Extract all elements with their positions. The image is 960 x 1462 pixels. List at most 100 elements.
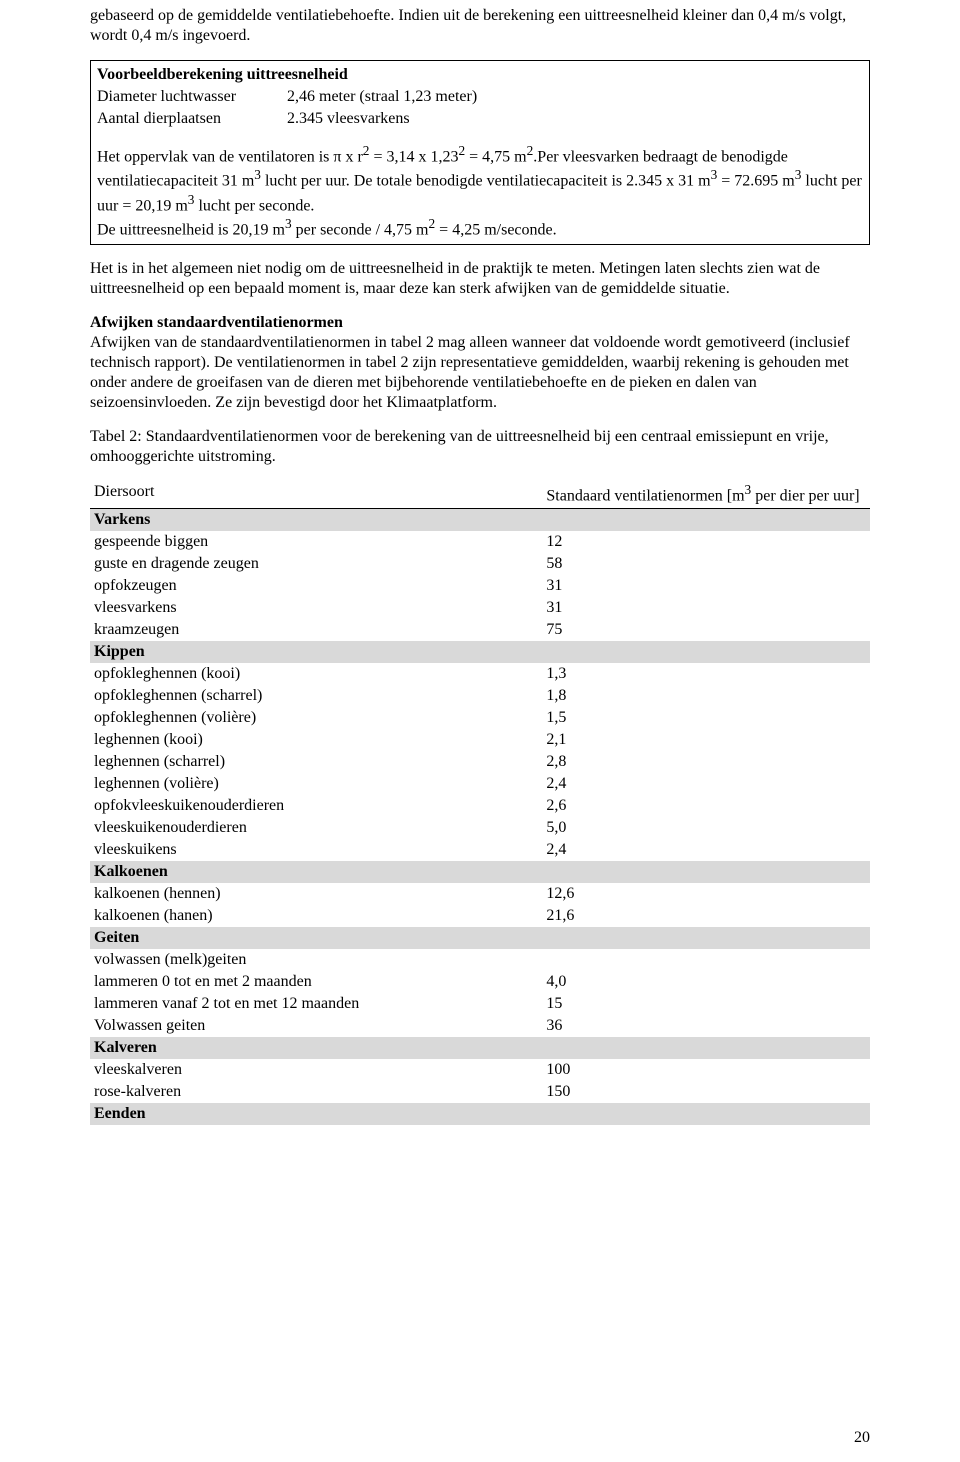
- paragraph-2: Het is in het algemeen niet nodig om de …: [90, 259, 870, 299]
- table-cell-name: kalkoenen (hanen): [90, 905, 542, 927]
- table-row: leghennen (volière)2,4: [90, 773, 870, 795]
- table-row: opfokleghennen (scharrel)1,8: [90, 685, 870, 707]
- table-cell-value: 1,3: [542, 663, 870, 685]
- table-cell-value: 12: [542, 531, 870, 553]
- table-row: lammeren vanaf 2 tot en met 12 maanden15: [90, 993, 870, 1015]
- section-afwijken: Afwijken standaardventilatienormen Afwij…: [90, 313, 870, 413]
- example-box-row-2: Aantal dierplaatsen 2.345 vleesvarkens: [97, 109, 863, 129]
- table-cell-name: opfokleghennen (kooi): [90, 663, 542, 685]
- table-category-cell: Eenden: [90, 1103, 870, 1125]
- table-cell-value: 4,0: [542, 971, 870, 993]
- table-cell-value: 1,5: [542, 707, 870, 729]
- table-cell-value: 36: [542, 1015, 870, 1037]
- table-row: lammeren 0 tot en met 2 maanden4,0: [90, 971, 870, 993]
- table-header-row: DiersoortStandaard ventilatienormen [m3 …: [90, 481, 870, 508]
- table-cell-value: 100: [542, 1059, 870, 1081]
- table-row: opfokleghennen (kooi)1,3: [90, 663, 870, 685]
- table-header-col-2: Standaard ventilatienormen [m3 per dier …: [542, 481, 870, 508]
- table-cell-name: leghennen (volière): [90, 773, 542, 795]
- example-box-value-1: 2,46 meter (straal 1,23 meter): [287, 87, 477, 107]
- table-cell-name: leghennen (scharrel): [90, 751, 542, 773]
- table-row: kraamzeugen75: [90, 619, 870, 641]
- page-number: 20: [854, 1428, 870, 1448]
- table-row: volwassen (melk)geiten: [90, 949, 870, 971]
- table-row: Volwassen geiten36: [90, 1015, 870, 1037]
- ventilation-table: DiersoortStandaard ventilatienormen [m3 …: [90, 481, 870, 1124]
- table-row: opfokleghennen (volière)1,5: [90, 707, 870, 729]
- table-cell-name: opfokleghennen (volière): [90, 707, 542, 729]
- table-cell-name: volwassen (melk)geiten: [90, 949, 542, 971]
- table-cell-value: 12,6: [542, 883, 870, 905]
- table-cell-value: 2,4: [542, 773, 870, 795]
- table-cell-name: rose-kalveren: [90, 1081, 542, 1103]
- table-cell-value: 2,4: [542, 839, 870, 861]
- table-category-row: Eenden: [90, 1103, 870, 1125]
- table-cell-name: opfokleghennen (scharrel): [90, 685, 542, 707]
- table-cell-name: guste en dragende zeugen: [90, 553, 542, 575]
- table-row: opfokzeugen31: [90, 575, 870, 597]
- section-heading: Afwijken standaardventilatienormen: [90, 314, 343, 331]
- table-row: leghennen (scharrel)2,8: [90, 751, 870, 773]
- table-cell-value: 2,1: [542, 729, 870, 751]
- table-category-cell: Kalveren: [90, 1037, 870, 1059]
- table-cell-name: opfokvleeskuikenouderdieren: [90, 795, 542, 817]
- table-cell-value: 15: [542, 993, 870, 1015]
- intro-paragraph: gebaseerd op de gemiddelde ventilatiebeh…: [90, 6, 870, 46]
- table-cell-value: 5,0: [542, 817, 870, 839]
- table-category-cell: Kippen: [90, 641, 870, 663]
- table-cell-value: 150: [542, 1081, 870, 1103]
- example-box-label-2: Aantal dierplaatsen: [97, 109, 287, 129]
- table-cell-name: gespeende biggen: [90, 531, 542, 553]
- table-category-row: Kalkoenen: [90, 861, 870, 883]
- table-cell-value: [542, 949, 870, 971]
- table-row: rose-kalveren150: [90, 1081, 870, 1103]
- table-cell-name: kraamzeugen: [90, 619, 542, 641]
- table-cell-name: vleeskuikens: [90, 839, 542, 861]
- table-cell-name: kalkoenen (hennen): [90, 883, 542, 905]
- table-cell-value: 31: [542, 575, 870, 597]
- table-category-row: Geiten: [90, 927, 870, 949]
- table-category-cell: Geiten: [90, 927, 870, 949]
- table-category-row: Varkens: [90, 508, 870, 531]
- table-category-cell: Varkens: [90, 508, 870, 531]
- table-cell-name: Volwassen geiten: [90, 1015, 542, 1037]
- table-cell-value: 1,8: [542, 685, 870, 707]
- table-category-row: Kippen: [90, 641, 870, 663]
- table-category-cell: Kalkoenen: [90, 861, 870, 883]
- example-box-label-1: Diameter luchtwasser: [97, 87, 287, 107]
- table-cell-name: opfokzeugen: [90, 575, 542, 597]
- example-box-row-1: Diameter luchtwasser 2,46 meter (straal …: [97, 87, 863, 107]
- table-row: leghennen (kooi)2,1: [90, 729, 870, 751]
- table-caption: Tabel 2: Standaardventilatienormen voor …: [90, 427, 870, 467]
- table-row: opfokvleeskuikenouderdieren2,6: [90, 795, 870, 817]
- table-cell-value: 75: [542, 619, 870, 641]
- table-cell-name: lammeren 0 tot en met 2 maanden: [90, 971, 542, 993]
- table-header-col-1: Diersoort: [90, 481, 542, 508]
- table-cell-value: 2,6: [542, 795, 870, 817]
- table-cell-value: 31: [542, 597, 870, 619]
- ventilation-table-body: DiersoortStandaard ventilatienormen [m3 …: [90, 481, 870, 1124]
- table-cell-value: 2,8: [542, 751, 870, 773]
- example-box-title: Voorbeeldberekening uittreesnelheid: [97, 65, 863, 85]
- table-cell-value: 21,6: [542, 905, 870, 927]
- table-row: kalkoenen (hanen)21,6: [90, 905, 870, 927]
- table-cell-name: vleeskuikenouderdieren: [90, 817, 542, 839]
- example-box-value-2: 2.345 vleesvarkens: [287, 109, 410, 129]
- table-cell-name: vleeskalveren: [90, 1059, 542, 1081]
- example-box-calc: Het oppervlak van de ventilatoren is π x…: [97, 143, 863, 240]
- table-row: vleesvarkens31: [90, 597, 870, 619]
- table-category-row: Kalveren: [90, 1037, 870, 1059]
- table-row: vleeskuikenouderdieren5,0: [90, 817, 870, 839]
- table-row: kalkoenen (hennen)12,6: [90, 883, 870, 905]
- example-box: Voorbeeldberekening uittreesnelheid Diam…: [90, 60, 870, 245]
- table-cell-name: lammeren vanaf 2 tot en met 12 maanden: [90, 993, 542, 1015]
- table-row: vleeskuikens2,4: [90, 839, 870, 861]
- table-row: guste en dragende zeugen58: [90, 553, 870, 575]
- table-row: vleeskalveren100: [90, 1059, 870, 1081]
- table-cell-name: vleesvarkens: [90, 597, 542, 619]
- table-cell-name: leghennen (kooi): [90, 729, 542, 751]
- table-row: gespeende biggen12: [90, 531, 870, 553]
- table-cell-value: 58: [542, 553, 870, 575]
- document-page: gebaseerd op de gemiddelde ventilatiebeh…: [0, 0, 960, 1462]
- paragraph-3: Afwijken van de standaardventilatienorme…: [90, 334, 850, 411]
